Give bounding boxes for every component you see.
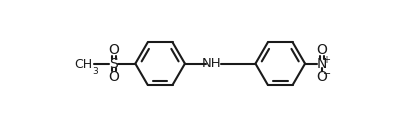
Text: O: O <box>316 70 327 85</box>
Text: O: O <box>108 43 119 57</box>
Text: O: O <box>108 70 119 85</box>
Text: CH: CH <box>75 58 93 71</box>
Text: N: N <box>317 57 327 71</box>
Text: 3: 3 <box>93 67 98 76</box>
Text: O: O <box>317 43 328 57</box>
Text: −: − <box>323 69 331 79</box>
Text: NH: NH <box>202 57 221 70</box>
Text: +: + <box>323 55 330 65</box>
Text: S: S <box>109 57 118 71</box>
